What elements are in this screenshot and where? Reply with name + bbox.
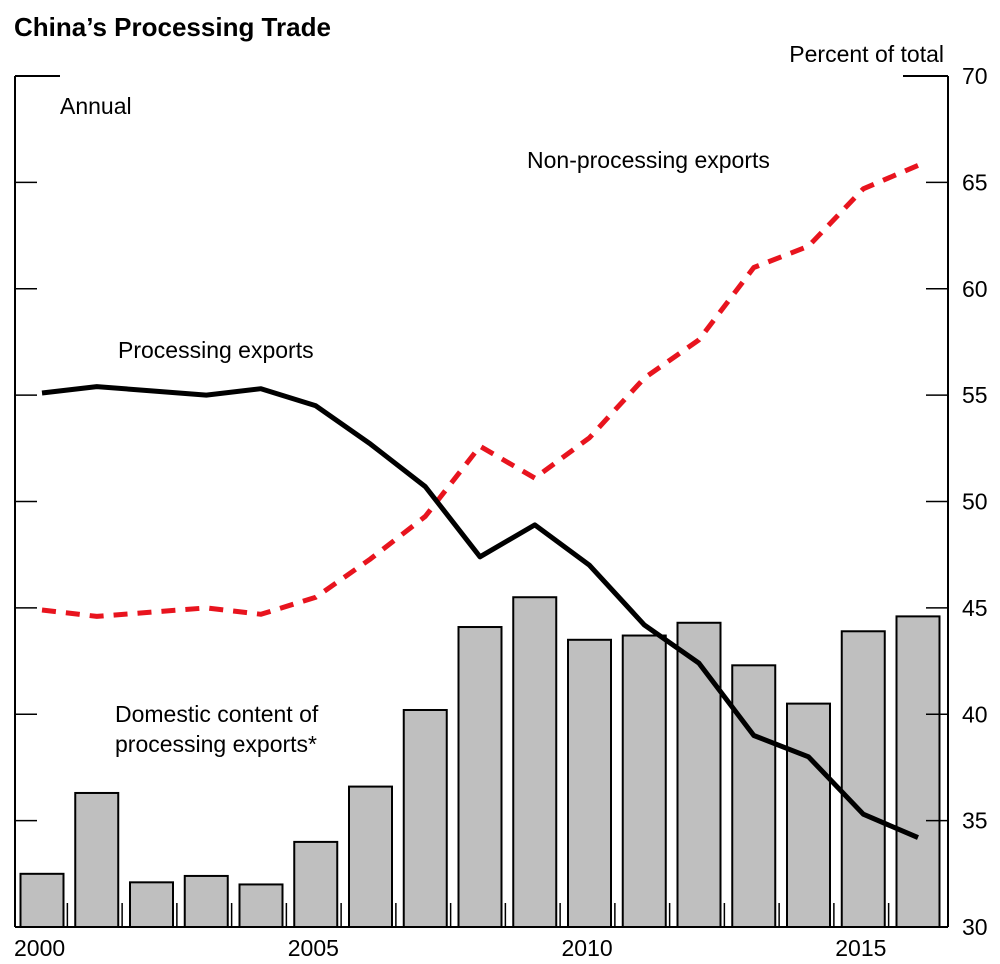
label-non-processing-exports: Non-processing exports	[527, 147, 770, 173]
x-tick-label: 2010	[562, 935, 613, 961]
y-tick-label: 40	[962, 701, 988, 727]
bar-2007	[402, 708, 448, 928]
bar-2013	[731, 664, 777, 928]
bar-2015	[840, 630, 886, 929]
bar-2001	[74, 791, 120, 929]
line-non-processing-exports	[41, 163, 919, 619]
line-processing-exports	[41, 384, 919, 840]
x-axis-labels: 2000 2005 2010 2015	[14, 935, 886, 961]
bar-2004	[238, 883, 284, 929]
bar-2016	[895, 615, 941, 928]
y-tick-label: 45	[962, 595, 988, 621]
x-tick-label: 2005	[288, 935, 339, 961]
bar-2011	[621, 634, 667, 928]
frequency-note: Annual	[60, 93, 132, 119]
y-tick-label: 70	[962, 63, 988, 89]
x-tick-label: 2015	[835, 935, 886, 961]
bar-2012	[676, 621, 722, 929]
y-axis-label: Percent of total	[789, 41, 944, 67]
y-tick-label: 65	[962, 169, 988, 195]
bar-2010	[567, 638, 612, 928]
y-tick-label: 55	[962, 382, 988, 408]
bar-2005	[293, 840, 339, 929]
bar-2003	[183, 874, 229, 929]
bar-2009	[512, 596, 558, 928]
bar-2002	[129, 881, 174, 929]
label-processing-exports: Processing exports	[118, 337, 314, 363]
lines-group	[41, 163, 919, 840]
label-domestic-content-line1: Domestic content of	[115, 701, 319, 727]
bar-2006	[348, 785, 393, 929]
bar-2000	[19, 872, 65, 928]
y-axis-ticks: 30 35 40 45 50 55 60 65 70	[15, 63, 988, 940]
chart-title: China’s Processing Trade	[14, 12, 331, 42]
x-minor-ticks	[66, 903, 890, 927]
bar-2008	[457, 626, 503, 929]
bar-2014	[786, 702, 831, 928]
y-tick-label: 50	[962, 489, 988, 515]
y-tick-label: 60	[962, 276, 988, 302]
label-domestic-content-line2: processing exports*	[115, 731, 317, 757]
bars-group	[19, 596, 941, 929]
x-tick-label: 2000	[14, 935, 65, 961]
y-tick-label: 35	[962, 808, 988, 834]
y-tick-label: 30	[962, 914, 988, 940]
